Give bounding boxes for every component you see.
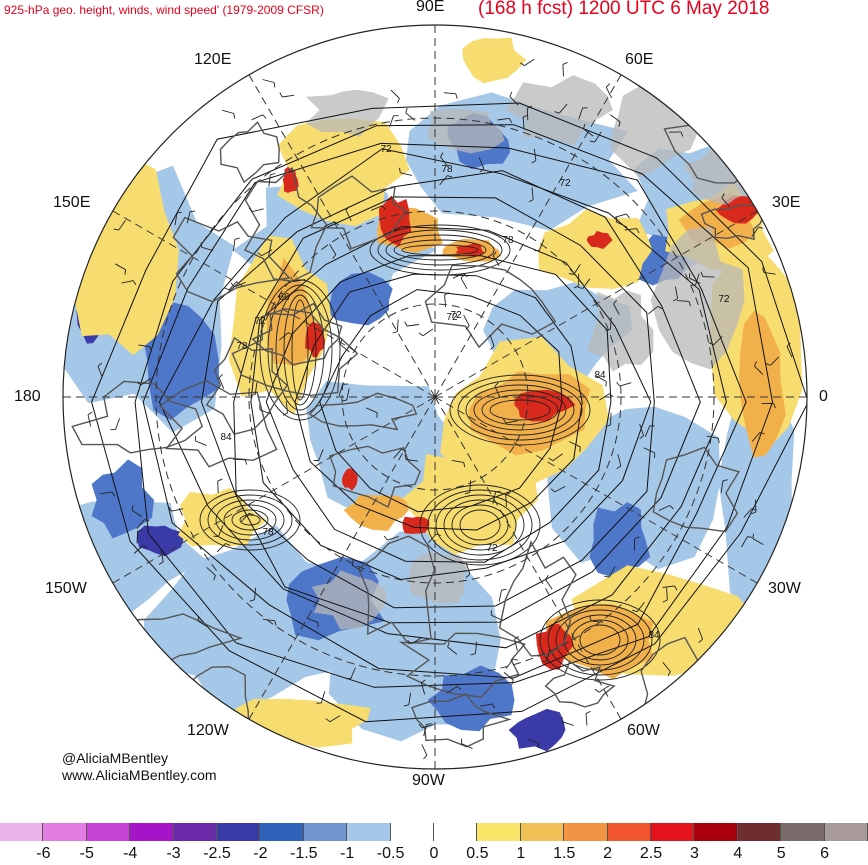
wind-barbs [87, 58, 793, 760]
contour-label: 78 [502, 235, 514, 246]
colorbar-tick-label: 0 [429, 845, 439, 862]
contour-label: 84 [648, 630, 660, 641]
contour-label: 72 [486, 543, 498, 554]
longitude-label-60e: 60E [625, 51, 654, 68]
map-disk: 72 78 72 78 72 66 72 78 84 72 84 78 72 84 72 [63, 25, 807, 769]
longitude-label-90e: 90E [416, 0, 445, 15]
colorbar-swatch [737, 823, 782, 841]
credit-website: www.AliciaMBentley.com [62, 767, 217, 783]
geopotential-height-contours [91, 102, 807, 723]
longitude-label-150e: 150E [53, 194, 91, 211]
colorbar-tick-label: -1.5 [290, 845, 318, 862]
longitude-label-150w: 150W [45, 580, 87, 597]
contour-label: 72 [450, 310, 462, 321]
polar-map: 72 78 72 78 72 66 72 78 84 72 84 78 72 84 72 [62, 24, 808, 770]
longitude-label-30w: 30W [768, 580, 801, 597]
contour-label: 84 [220, 432, 232, 443]
contour-label: 78 [262, 527, 274, 538]
lat-lon-grid [63, 25, 807, 769]
colorbar-tick-label: 2 [603, 845, 613, 862]
contour-label: 72 [380, 144, 392, 155]
colorbar-swatch [607, 823, 651, 841]
longitude-label-30e: 30E [772, 194, 801, 211]
colorbar-swatch [43, 823, 87, 841]
colorbar-tick-label: 3 [689, 845, 699, 862]
credit-handle: @AliciaMBentley [62, 750, 169, 766]
contour-labels: 72 78 72 78 72 66 72 78 84 72 84 78 72 84 72 [220, 144, 730, 641]
longitude-label-0: 0 [819, 388, 828, 405]
contour-label: 72 [559, 178, 571, 189]
colorbar-swatch [651, 823, 695, 841]
colorbar-swatch [130, 823, 174, 841]
colorbar-swatch [303, 823, 348, 841]
colorbar-swatch [173, 823, 217, 841]
colorbar-swatch [347, 823, 391, 841]
land-shading [305, 75, 763, 630]
colorbar-swatch [694, 823, 738, 841]
forecast-time-title: (168 h fcst) 1200 UTC 6 May 2018 [478, 0, 770, 19]
colorbar-swatch [824, 823, 868, 841]
colorbar-swatch [217, 823, 261, 841]
colorbar-tick-label: 1.5 [553, 845, 576, 862]
longitude-label-90w: 90W [412, 772, 445, 789]
colorbar-tick-label: 5 [776, 845, 786, 862]
longitude-label-120e: 120E [194, 51, 232, 68]
contour-label: 72 [718, 294, 730, 305]
colorbar-swatch [0, 823, 44, 841]
colorbar-tick-label: 0.5 [466, 845, 489, 862]
contour-label: 78 [236, 341, 248, 352]
map-title: 925-hPa geo. height, winds, wind speed' … [4, 3, 324, 17]
colorbar-swatch [434, 823, 478, 841]
contour-label: 66 [278, 292, 290, 303]
colorbar-tick-label: -0.5 [376, 845, 405, 862]
colorbar-tick-label: -4 [123, 845, 138, 862]
colorbar-tick-label: -2 [253, 845, 268, 862]
colorbar-swatch [477, 823, 521, 841]
colorbar-tick-label: -2.5 [203, 845, 231, 862]
colorbar-tick-label: -1 [340, 845, 355, 862]
colorbar-swatch [86, 823, 131, 841]
colorbar: -6 -5 -4 -3 -2.5 -2 -1.5 -1 -0.5 0 0.5 1 1.5 2 2.5 3 4 5 6 [0, 820, 868, 865]
contour-label: 78 [441, 164, 453, 175]
longitude-label-60w: 60W [627, 722, 660, 739]
map-border [62, 24, 808, 770]
colorbar-tick-label: 6 [820, 845, 830, 862]
colorbar-tick-label: -6 [36, 845, 51, 862]
colorbar-swatch [520, 823, 565, 841]
longitude-label-120w: 120W [187, 722, 229, 739]
colorbar-swatch [260, 823, 304, 841]
longitude-label-180: 180 [14, 388, 41, 405]
colorbar-tick-label: -5 [79, 845, 94, 862]
colorbar-swatch [564, 823, 608, 841]
contour-label: 84 [594, 370, 606, 381]
contour-label: 72 [446, 312, 458, 323]
colorbar-swatch [781, 823, 825, 841]
colorbar-tick-label: 1 [516, 845, 526, 862]
colorbar-tick-label: 2.5 [639, 845, 663, 862]
contour-label: 72 [254, 316, 266, 327]
colorbar-swatch [390, 823, 434, 841]
colorbar-tick-label: -3 [166, 845, 181, 862]
colorbar-tick-label: 4 [733, 845, 743, 862]
